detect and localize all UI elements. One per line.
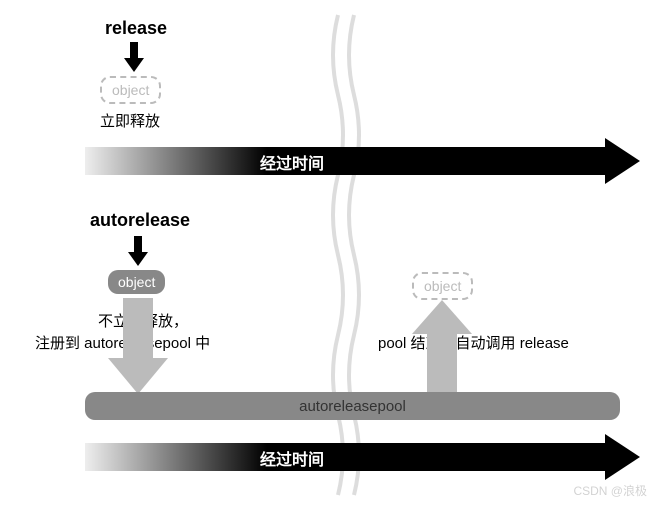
release-object-box: object xyxy=(100,76,161,104)
release-subtitle: 立即释放 xyxy=(100,110,160,131)
into-pool-arrow-icon xyxy=(108,298,168,394)
from-pool-arrow-icon xyxy=(412,300,472,394)
watermark-text: CSDN @浪极 xyxy=(573,482,647,499)
timeline-arrow-2 xyxy=(85,434,640,480)
autoreleasepool-bar: autoreleasepool xyxy=(85,392,620,420)
autorelease-after-label: pool 结束时自动调用 release xyxy=(378,332,569,353)
timeline-arrow-1 xyxy=(85,138,640,184)
autorelease-object-box: object xyxy=(108,270,165,294)
timeline-label-2: 经过时间 xyxy=(260,446,324,470)
autorelease-object-after-box: object xyxy=(412,272,473,300)
autorelease-down-arrow-icon xyxy=(128,236,148,266)
diagram-canvas: release object 立即释放 经过时间 autorelease obj… xyxy=(0,0,657,505)
wave-separator xyxy=(0,0,657,505)
release-title: release xyxy=(105,18,167,39)
release-down-arrow-icon xyxy=(124,42,144,72)
timeline-label-1: 经过时间 xyxy=(260,150,324,174)
autorelease-title: autorelease xyxy=(90,210,190,231)
pool-bar-label: autoreleasepool xyxy=(299,398,406,415)
